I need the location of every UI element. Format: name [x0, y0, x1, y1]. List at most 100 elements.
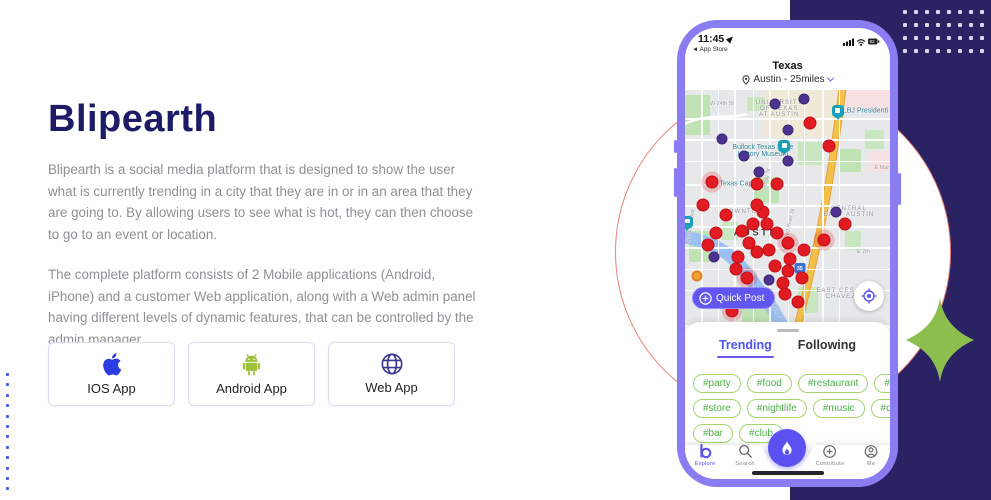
map-marker-red[interactable]: [803, 116, 817, 130]
dot: [903, 23, 907, 27]
nav-label-contribute: Contribute: [815, 461, 845, 467]
map-marker-purple[interactable]: [782, 155, 793, 166]
sparkle-decoration: [906, 298, 974, 382]
dot: [914, 36, 918, 40]
drag-handle[interactable]: [776, 329, 799, 332]
map-marker-red[interactable]: [696, 198, 710, 212]
map-marker-red[interactable]: [778, 287, 792, 301]
hashtag-pill[interactable]: #drinks: [870, 399, 890, 418]
map-marker-red[interactable]: [795, 271, 809, 285]
nav-item-search[interactable]: Search: [735, 444, 755, 467]
map-marker-red[interactable]: [750, 245, 764, 259]
road: [787, 90, 790, 325]
nav-item-me[interactable]: Me: [864, 444, 878, 467]
dot-grid-decoration: [903, 10, 991, 62]
bottom-navigation: Explore Search Contribute: [685, 429, 890, 479]
hero-paragraph-2: The complete platform consists of 2 Mobi…: [48, 266, 476, 347]
map-marker-orange[interactable]: [691, 270, 703, 282]
dot: [947, 49, 951, 53]
map-marker-red[interactable]: [719, 208, 733, 222]
map-marker-red[interactable]: [750, 177, 764, 191]
map-marker-red[interactable]: [762, 243, 776, 257]
map-marker-red[interactable]: [838, 217, 852, 231]
chevron-down-icon: [826, 74, 834, 82]
map-marker-red[interactable]: [701, 238, 715, 252]
search-icon: [738, 444, 752, 458]
plus-circle-icon: [699, 291, 712, 305]
map-marker-purple[interactable]: [830, 206, 842, 218]
location-active-icon: [726, 34, 736, 44]
map-marker-purple[interactable]: [763, 274, 775, 286]
hashtag-pill[interactable]: #bar: [693, 424, 734, 443]
tab-following[interactable]: Following: [797, 338, 857, 352]
web-app-button[interactable]: Web App: [328, 342, 455, 406]
map-marker-red[interactable]: [705, 175, 719, 189]
back-to-app-link[interactable]: ◄ App Store: [692, 46, 728, 53]
map-marker-purple[interactable]: [782, 124, 793, 136]
hashtag-pill[interactable]: #nightlife: [746, 399, 807, 418]
hot-post-fab[interactable]: [768, 429, 806, 467]
map-marker-purple[interactable]: [716, 133, 728, 145]
android-app-button[interactable]: Android App: [188, 342, 315, 406]
hashtag-pill[interactable]: #food: [746, 374, 792, 393]
dot: [969, 23, 973, 27]
map-marker-purple[interactable]: [708, 251, 720, 263]
map-marker-red[interactable]: [735, 224, 749, 238]
location-selector[interactable]: Austin - 25miles: [685, 74, 890, 85]
phone-mockup: 11:45 ◄ App Store 82: [674, 20, 901, 487]
hashtag-pill[interactable]: #nightout: [874, 374, 890, 393]
dot: [6, 466, 9, 470]
dot: [958, 36, 962, 40]
map-marker-purple[interactable]: [769, 98, 781, 110]
dot: [6, 373, 9, 376]
dot: [980, 23, 984, 27]
nav-label-explore: Explore: [694, 461, 716, 467]
ios-app-button[interactable]: IOS App: [48, 342, 175, 406]
map-marker-red[interactable]: [791, 295, 805, 308]
map-label: EAST CESAR CHAVEZ: [816, 288, 866, 301]
map-marker-red[interactable]: [770, 177, 784, 191]
nav-item-contribute[interactable]: Contribute: [816, 444, 845, 467]
map-marker-red[interactable]: [760, 217, 774, 231]
hashtag-row: #bar #club: [693, 424, 886, 443]
map-marker-red[interactable]: [781, 236, 794, 250]
map-poi-pin[interactable]: [778, 140, 791, 156]
web-app-label: Web App: [365, 380, 418, 395]
map-marker-red[interactable]: [750, 198, 764, 212]
flame-icon: [782, 440, 792, 455]
map-marker-purple[interactable]: [738, 150, 750, 162]
svg-text:82: 82: [870, 39, 876, 44]
map-marker-red[interactable]: [740, 271, 753, 285]
dot: [903, 49, 907, 53]
hashtag-pill[interactable]: #party: [693, 374, 741, 393]
map-area-patch: [685, 94, 710, 135]
hashtag-pill[interactable]: #restaurant: [797, 374, 869, 393]
map-marker-red[interactable]: [768, 259, 782, 273]
map-poi-pin[interactable]: [685, 215, 694, 231]
hashtag-pill[interactable]: #store: [693, 399, 741, 418]
quick-post-button[interactable]: Quick Post: [692, 287, 776, 309]
my-location-button[interactable]: [854, 281, 884, 311]
home-indicator[interactable]: [751, 471, 824, 475]
map-marker-red[interactable]: [729, 262, 743, 276]
dot: [6, 393, 9, 397]
ios-app-label: IOS App: [87, 380, 136, 396]
map-label: LBJ Presidenti: [842, 107, 888, 115]
map-marker-red[interactable]: [797, 243, 811, 257]
road: [685, 139, 890, 141]
map-poi-pin[interactable]: [831, 105, 844, 121]
road: [822, 90, 824, 325]
tab-trending[interactable]: Trending: [716, 338, 774, 358]
nav-item-explore[interactable]: Explore: [694, 444, 715, 467]
page-title: Blipearth: [48, 98, 218, 140]
map-marker-red[interactable]: [709, 226, 723, 240]
map-marker-purple[interactable]: [753, 166, 765, 178]
map-marker-red[interactable]: [770, 226, 784, 240]
road: [685, 118, 890, 120]
map-marker-red[interactable]: [822, 139, 835, 153]
map-marker-red[interactable]: [817, 233, 831, 247]
map-marker-red[interactable]: [746, 217, 760, 231]
hashtag-pill[interactable]: #music: [812, 399, 865, 418]
map-marker-purple[interactable]: [798, 93, 810, 105]
